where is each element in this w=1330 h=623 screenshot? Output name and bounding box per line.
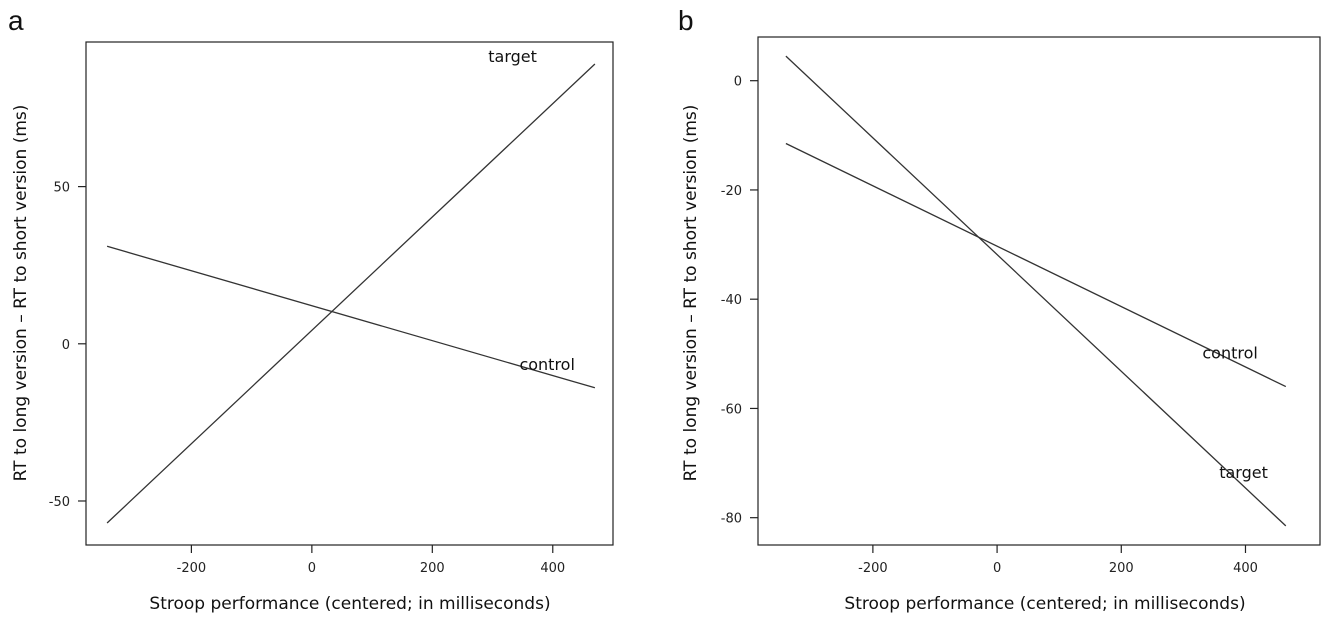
y-tick-label: 0 <box>62 338 70 353</box>
x-tick-label: 400 <box>1233 561 1258 576</box>
panel-b-series <box>785 55 1287 527</box>
panel-a-y-axis-title: RT to long version – RT to short version… <box>11 105 31 482</box>
series-line-target <box>785 55 1287 527</box>
series-line-target <box>106 63 596 524</box>
x-tick-label: 200 <box>420 561 445 576</box>
x-tick-label: 200 <box>1109 561 1134 576</box>
panel-b-x-axis-title: Stroop performance (centered; in millise… <box>844 594 1245 614</box>
series-label-control: control <box>1202 344 1257 363</box>
series-line-control <box>785 142 1287 388</box>
panel-a-plot-frame <box>85 41 614 546</box>
y-tick-label: 50 <box>53 181 70 196</box>
y-tick-label: -40 <box>721 293 742 308</box>
panel-b-y-axis: -80 -60 -40 -20 0 <box>721 75 758 527</box>
panel-a-letter: a <box>8 5 24 36</box>
y-tick-label: -20 <box>721 184 742 199</box>
panel-b-y-axis-title: RT to long version – RT to short version… <box>681 105 701 482</box>
x-tick-label: -200 <box>177 561 207 576</box>
y-tick-label: -80 <box>721 512 742 527</box>
panel-b-plot-frame <box>757 36 1321 546</box>
panel-b-x-axis: -200 0 200 400 <box>858 545 1258 576</box>
series-line-control <box>106 245 596 389</box>
panel-a-series-labels: target control <box>488 47 575 374</box>
panel-a-x-axis-title: Stroop performance (centered; in millise… <box>149 594 550 614</box>
panel-a-y-axis: -50 0 50 <box>49 181 86 510</box>
series-label-target: target <box>488 47 537 66</box>
panel-a-series <box>106 63 596 524</box>
y-tick-label: 0 <box>734 75 742 90</box>
series-label-control: control <box>519 355 574 374</box>
series-label-target: target <box>1219 463 1268 482</box>
panel-a-x-axis: -200 0 200 400 <box>177 545 565 576</box>
x-tick-label: -200 <box>858 561 888 576</box>
panel-b-letter: b <box>678 5 694 36</box>
panel-a: a -200 0 200 400 -50 0 50 target control Stroo… <box>8 5 614 614</box>
panel-b-series-labels: control target <box>1202 344 1267 482</box>
x-tick-label: 0 <box>308 561 316 576</box>
y-tick-label: -50 <box>49 495 70 510</box>
x-tick-label: 400 <box>540 561 565 576</box>
x-tick-label: 0 <box>993 561 1001 576</box>
y-tick-label: -60 <box>721 402 742 417</box>
panel-b: b -200 0 200 400 -80-60-40-200 controltarge… <box>678 5 1321 614</box>
